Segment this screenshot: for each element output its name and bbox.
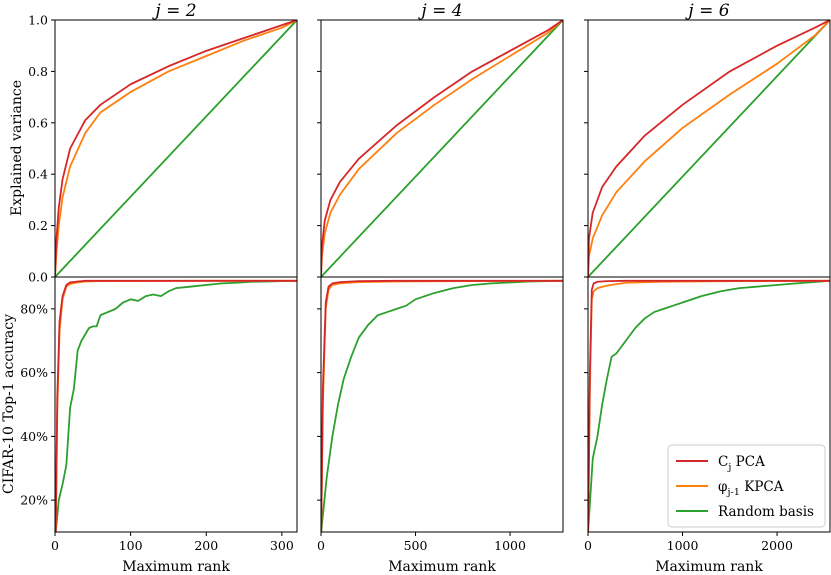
panel-bottom-2: 0 1000 2000 Maximum rank	[584, 276, 831, 575]
y-tick-label: 80%	[20, 301, 48, 316]
series-random-line	[321, 20, 563, 277]
series-random-line	[55, 279, 297, 532]
x-axis-label: Maximum rank	[122, 559, 230, 575]
panel-title: j = 4	[417, 1, 462, 21]
legend-label-kpca: φj-1 KPCA	[718, 479, 784, 498]
series-kpca-line	[321, 20, 563, 277]
legend: Cj PCA φj-1 KPCA Random basis	[667, 444, 826, 528]
x-tick-label: 0	[584, 538, 592, 553]
series-pca-line	[588, 279, 830, 532]
panel-top-0: 0.0 0.2 0.4 0.6 0.8 1.0 j = 2	[28, 1, 298, 285]
x-tick-label: 200	[194, 538, 218, 553]
y-tick-label: 0.4	[28, 167, 48, 182]
x-tick-label: 100	[119, 538, 143, 553]
axes-frame	[54, 276, 298, 533]
x-tick-label: 0	[51, 538, 59, 553]
series-random-line	[588, 20, 830, 277]
y-tick-label: 40%	[20, 429, 48, 444]
series-kpca-line	[55, 279, 297, 532]
y-tick-label: 20%	[20, 493, 48, 508]
y-tick-label: 0.6	[28, 115, 48, 130]
y-tick-label: 0.0	[28, 270, 48, 285]
x-axis-label: Maximum rank	[655, 559, 763, 575]
y-tick-label: 0.2	[28, 218, 48, 233]
x-tick-label: 0	[317, 538, 325, 553]
legend-label-random: Random basis	[718, 504, 814, 520]
y-tick-label: 60%	[20, 365, 48, 380]
series-kpca-line	[588, 20, 830, 277]
y-tick-label: 0.8	[28, 64, 48, 79]
series-random-line	[588, 279, 830, 532]
panel-top-1: j = 4	[317, 1, 564, 278]
axes-frame	[587, 276, 831, 533]
top-ylabel: Explained variance	[9, 80, 25, 216]
panel-title: j = 2	[151, 1, 196, 21]
panel-bottom-1: 0 500 1000 Maximum rank	[317, 276, 564, 575]
x-tick-label: 1000	[494, 538, 526, 553]
series-pca-line	[55, 279, 297, 532]
panel-title: j = 6	[684, 1, 729, 21]
series-random-line	[321, 279, 563, 532]
legend-label-pca: Cj PCA	[718, 454, 765, 473]
x-tick-label: 300	[270, 538, 294, 553]
y-tick-label: 1.0	[28, 13, 48, 28]
series-kpca-line	[321, 279, 563, 532]
legend-box	[667, 444, 826, 528]
series-random-line	[55, 20, 297, 277]
axes-frame	[320, 276, 564, 533]
series-pca-line	[55, 20, 297, 277]
bottom-ylabel: CIFAR-10 Top-1 accuracy	[1, 314, 17, 494]
panel-bottom-0: 20% 40% 60% 80% 0 100 200 300 Maximum rank	[20, 276, 298, 575]
x-tick-label: 500	[404, 538, 428, 553]
series-pca-line	[588, 20, 830, 277]
series-kpca-line	[55, 20, 297, 277]
x-axis-label: Maximum rank	[388, 559, 496, 575]
series-pca-line	[321, 279, 563, 532]
x-tick-label: 1000	[667, 538, 699, 553]
series-pca-line	[321, 20, 563, 277]
panel-top-2: j = 6	[584, 1, 831, 278]
x-tick-label: 2000	[761, 538, 793, 553]
